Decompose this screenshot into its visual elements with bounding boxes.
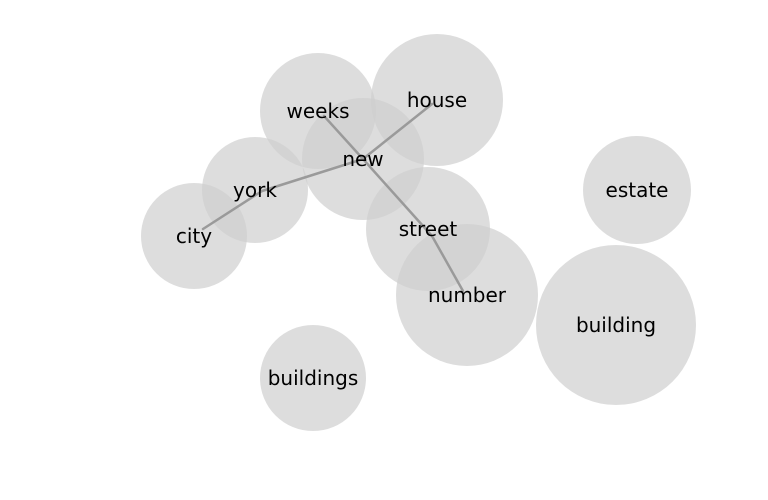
- edge-new-york: [260, 157, 365, 193]
- node-labels: weeks house new york city street number estate b…: [176, 88, 669, 390]
- node-circle-number: [396, 224, 538, 366]
- node-label-weeks: weeks: [287, 99, 350, 123]
- edge-weeks-new: [322, 114, 365, 161]
- edge-york-city: [201, 189, 264, 231]
- node-circle-buildings: [260, 325, 366, 431]
- edge-street-number: [430, 234, 465, 293]
- node-label-house: house: [407, 88, 467, 112]
- node-circle-estate: [583, 136, 691, 244]
- node-label-building: building: [576, 313, 656, 337]
- edges: [201, 102, 465, 293]
- node-label-estate: estate: [606, 178, 669, 202]
- node-circles: [141, 34, 696, 431]
- node-label-city: city: [176, 224, 212, 248]
- node-label-buildings: buildings: [268, 366, 359, 390]
- node-label-new: new: [342, 147, 383, 171]
- node-label-york: york: [233, 178, 277, 202]
- edge-house-new: [361, 102, 434, 161]
- edge-new-street: [361, 157, 434, 238]
- node-label-street: street: [399, 217, 458, 241]
- node-label-number: number: [428, 283, 507, 307]
- node-circle-city: [141, 183, 247, 289]
- node-circle-building: [536, 245, 696, 405]
